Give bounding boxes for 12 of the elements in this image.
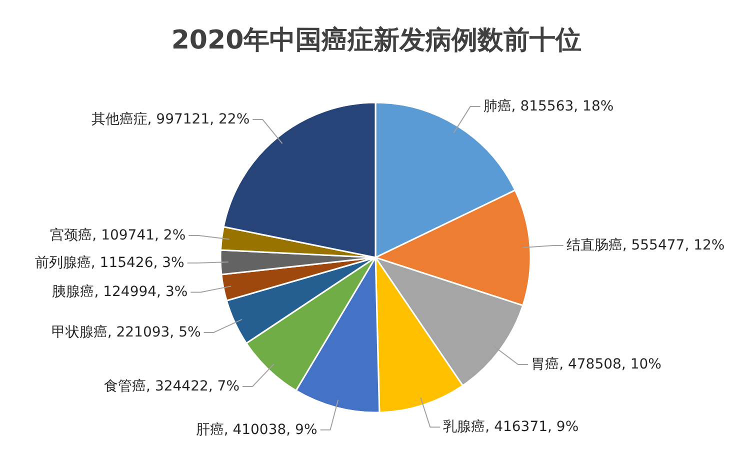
slice-label: 肝癌, 410038, 9% xyxy=(196,422,318,438)
slice-label: 其他癌症, 997121, 22% xyxy=(91,112,250,128)
slice-label: 甲状腺癌, 221093, 5% xyxy=(51,324,201,340)
slice-label: 结直肠癌, 555477, 12% xyxy=(566,238,725,254)
slice-label: 食管癌, 324422, 7% xyxy=(104,378,240,395)
slice-label: 胰腺癌, 124994, 3% xyxy=(52,284,188,300)
slice-label: 胃癌, 478508, 10% xyxy=(531,356,662,372)
slice-label: 前列腺癌, 115426, 3% xyxy=(34,254,184,271)
slice-label: 宫颈癌, 109741, 2% xyxy=(50,227,186,244)
slice-label: 乳腺癌, 416371, 9% xyxy=(443,419,579,436)
slice-label: 肺癌, 815563, 18% xyxy=(483,98,614,115)
chart-title: 2020年中国癌症新发病例数前十位 xyxy=(171,26,582,56)
